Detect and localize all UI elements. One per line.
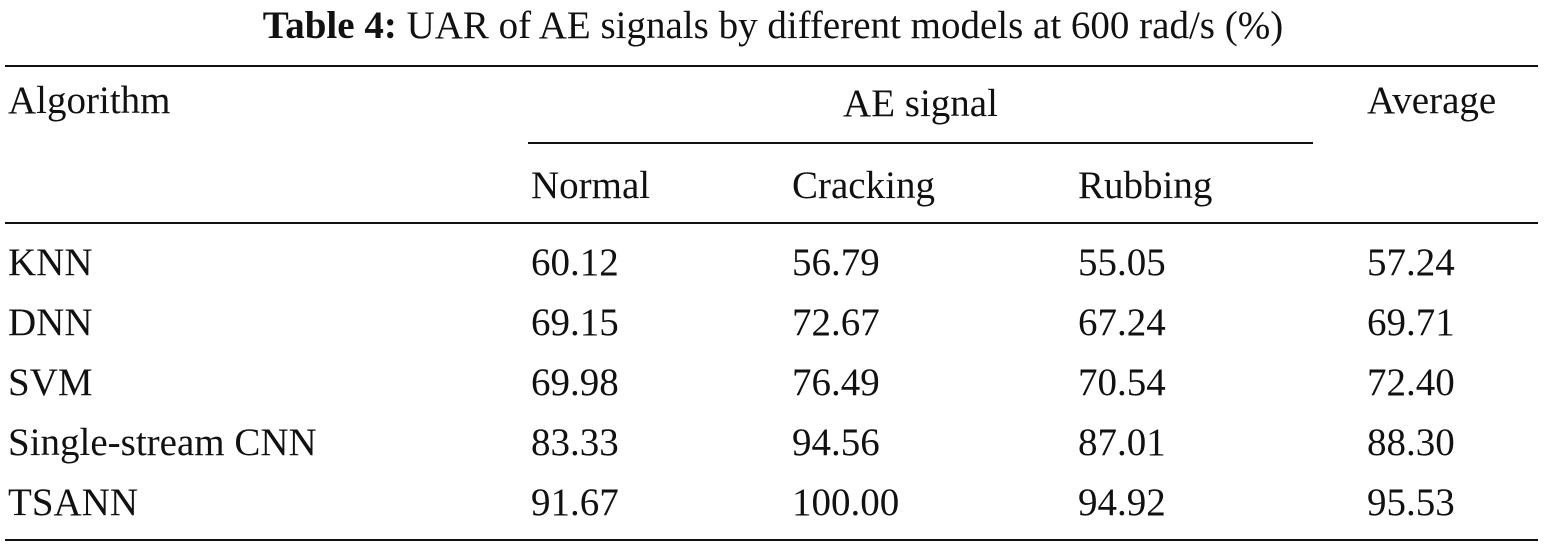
caption-label: Table 4: (262, 4, 397, 47)
row-rubbing: 67.24 (1078, 301, 1166, 344)
row-cracking: 76.49 (792, 361, 880, 404)
row-normal: 69.98 (531, 361, 619, 404)
row-normal: 69.15 (531, 301, 619, 344)
row-cracking: 72.67 (792, 301, 880, 344)
header-normal: Normal (531, 164, 651, 207)
row-cracking: 100.00 (792, 481, 900, 524)
row-rubbing: 87.01 (1078, 421, 1166, 464)
header-cracking: Cracking (792, 164, 935, 207)
header-average: Average (1367, 79, 1497, 122)
top-rule (5, 65, 1538, 67)
group-rule (528, 142, 1313, 144)
row-algorithm: DNN (8, 301, 93, 344)
header-ae-signal: AE signal (843, 82, 998, 125)
table-caption: Table 4: UAR of AE signals by different … (0, 3, 1546, 49)
row-cracking: 56.79 (792, 241, 880, 284)
row-normal: 91.67 (531, 481, 619, 524)
row-rubbing: 70.54 (1078, 361, 1166, 404)
row-normal: 83.33 (531, 421, 619, 464)
header-algorithm: Algorithm (8, 79, 171, 122)
bottom-rule (5, 539, 1538, 541)
row-average: 69.71 (1367, 301, 1455, 344)
row-cracking: 94.56 (792, 421, 880, 464)
row-rubbing: 55.05 (1078, 241, 1166, 284)
caption-text: UAR of AE signals by different models at… (406, 4, 1284, 47)
row-algorithm: SVM (8, 361, 93, 404)
row-algorithm: KNN (8, 241, 93, 284)
row-rubbing: 94.92 (1078, 481, 1166, 524)
row-normal: 60.12 (531, 241, 619, 284)
row-algorithm: TSANN (8, 481, 139, 524)
row-average: 88.30 (1367, 421, 1455, 464)
row-average: 95.53 (1367, 481, 1455, 524)
header-rubbing: Rubbing (1078, 164, 1213, 207)
row-average: 57.24 (1367, 241, 1455, 284)
row-algorithm: Single-stream CNN (8, 421, 317, 464)
header-rule (5, 222, 1538, 224)
row-average: 72.40 (1367, 361, 1455, 404)
